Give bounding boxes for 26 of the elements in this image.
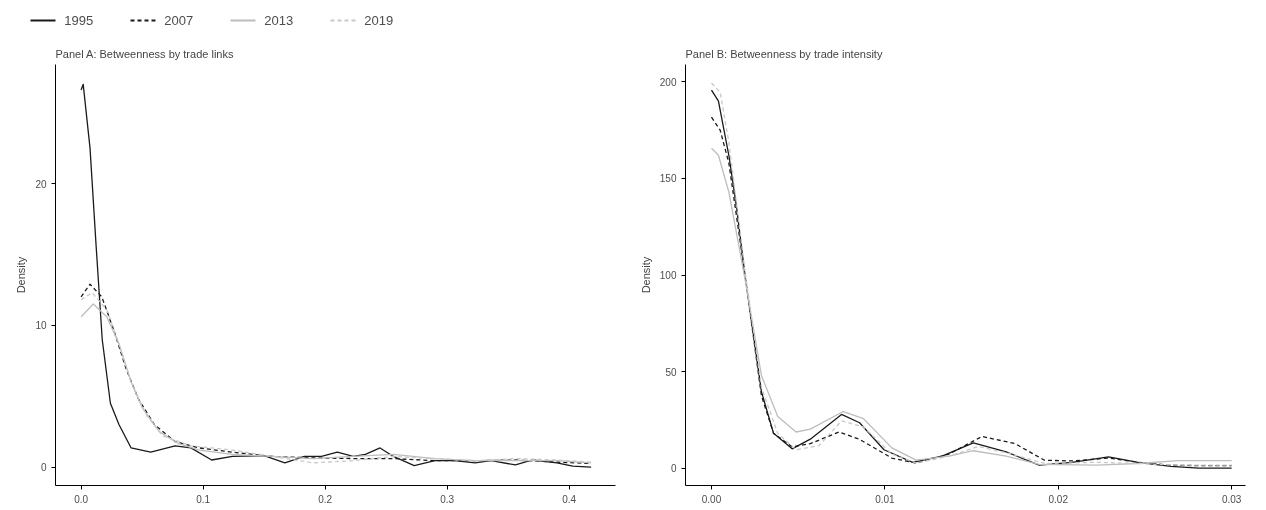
y-tick-label: 200 — [659, 76, 677, 88]
chart-title: Panel B: Betweenness by trade intensity — [685, 47, 883, 60]
y-tick-label: 10 — [35, 320, 47, 332]
x-tick-label: 0.2 — [318, 493, 333, 505]
legend-label: 1995 — [64, 13, 94, 28]
x-tick-label: 0.4 — [562, 493, 577, 505]
y-axis-title: Density — [15, 256, 28, 294]
y-tick-label: 0 — [40, 462, 47, 474]
x-tick-label: 0.1 — [196, 493, 211, 505]
y-tick-label: 50 — [665, 366, 677, 378]
legend-label: 2019 — [364, 13, 394, 28]
x-tick-label: 0.0 — [74, 493, 89, 505]
y-tick-label: 0 — [670, 463, 677, 475]
x-tick-label: 0.3 — [440, 493, 455, 505]
line-series — [80, 83, 592, 468]
x-tick-label: 0.03 — [1221, 493, 1242, 505]
x-tick-label: 0.01 — [875, 493, 896, 505]
y-tick-label: 150 — [659, 173, 677, 185]
legend-label: 2013 — [264, 13, 294, 28]
chart-title: Panel A: Betweenness by trade links — [55, 47, 234, 60]
legend-label: 2007 — [164, 13, 194, 28]
x-tick-label: 0.02 — [1048, 493, 1069, 505]
y-tick-label: 20 — [35, 178, 47, 190]
x-tick-label: 0.00 — [701, 493, 722, 505]
y-axis-title: Density — [639, 256, 652, 294]
y-tick-label: 100 — [659, 270, 677, 281]
